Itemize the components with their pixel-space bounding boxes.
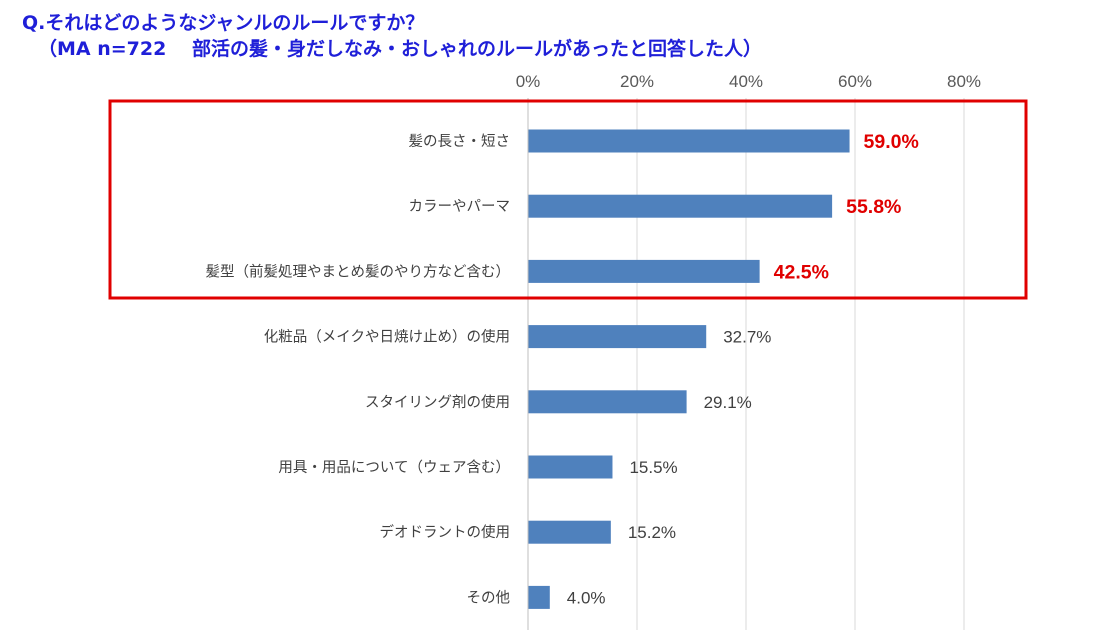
chart-subtitle: （MA n=722 部活の髪・身だしなみ・おしゃれのルールがあったと回答した人） (38, 38, 762, 60)
bar (528, 194, 833, 218)
bar (528, 585, 550, 609)
category-label: スタイリング剤の使用 (365, 394, 510, 411)
data-label: 32.7% (723, 328, 771, 347)
x-tick-label: 40% (729, 72, 763, 91)
category-label: その他 (467, 589, 511, 606)
x-tick-label: 20% (620, 72, 654, 91)
x-tick-label: 0% (516, 72, 541, 91)
category-label: 髪型（前髪処理やまとめ髪のやり方など含む） (206, 263, 511, 280)
data-label: 4.0% (567, 588, 606, 607)
chart-title: Q.それはどのようなジャンルのルールですか？ (22, 12, 425, 34)
bar (528, 390, 687, 414)
bar (528, 325, 707, 349)
data-label: 42.5% (774, 261, 829, 283)
bar (528, 129, 850, 153)
category-label: カラーやパーマ (409, 198, 511, 215)
data-label: 15.2% (628, 523, 676, 542)
data-label: 15.5% (629, 458, 677, 477)
data-label: 59.0% (864, 131, 919, 153)
highlight-box (108, 99, 1028, 300)
data-label: 29.1% (704, 393, 752, 412)
data-label: 55.8% (846, 196, 901, 218)
category-label: 用具・用品について（ウェア含む） (278, 459, 510, 476)
bar (528, 455, 613, 479)
bar (528, 259, 760, 283)
category-label: 化粧品（メイクや日焼け止め）の使用 (264, 329, 510, 346)
bar (528, 520, 611, 544)
x-tick-label: 60% (838, 72, 872, 91)
category-label: 髪の長さ・短さ (409, 133, 511, 150)
x-tick-label: 80% (947, 72, 981, 91)
category-label: デオドラントの使用 (380, 523, 511, 541)
